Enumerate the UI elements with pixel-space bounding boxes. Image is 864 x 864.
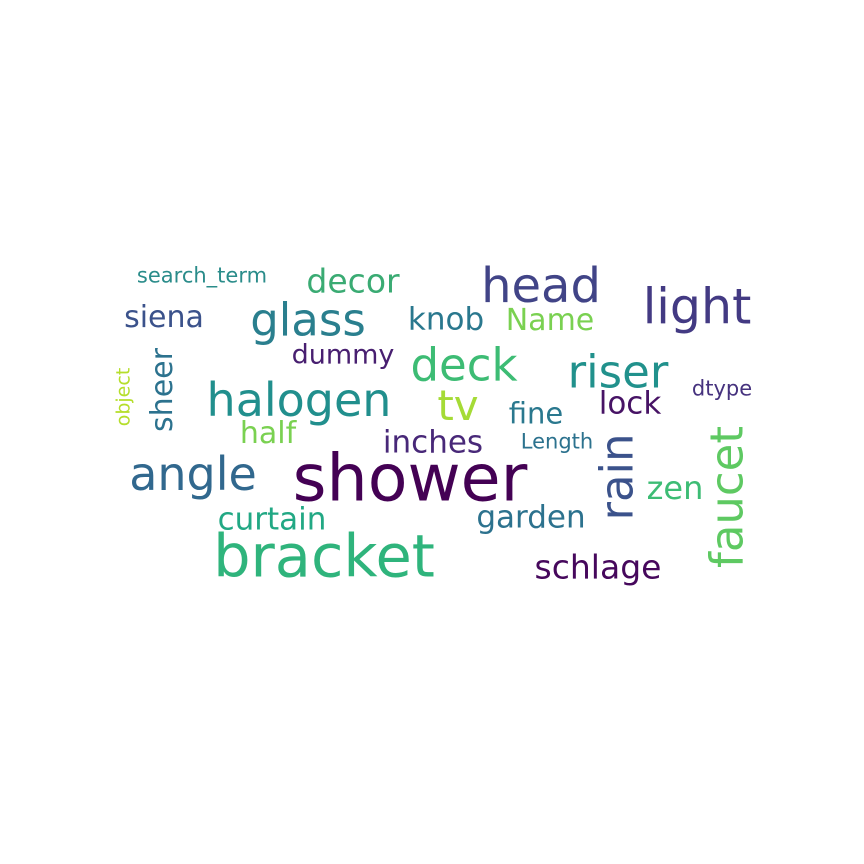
word-angle: angle [129,447,257,501]
word-siena: siena [124,300,204,335]
word-inches: inches [382,424,484,461]
word-fine: fine [508,396,564,431]
word-deck: deck [410,338,518,392]
word-faucet: faucet [700,425,754,569]
word-search-term: search_term [136,263,268,288]
word-light: light [642,278,752,336]
word-dummy: dummy [291,339,395,371]
word-bracket: bracket [213,521,435,591]
word-sheer: sheer [145,348,180,432]
word-half: half [239,416,297,451]
word-schlage: schlage [534,547,662,587]
word-shower: shower [292,441,528,517]
word-halogen: halogen [206,373,392,427]
word-riser: riser [567,345,669,399]
word-tv: tv [437,381,479,430]
word-name: Name [505,303,595,338]
word-lock: lock [598,385,662,422]
word-rain: rain [590,433,644,521]
word-curtain: curtain [217,501,327,538]
word-head: head [481,258,601,314]
word-knob: knob [407,301,485,338]
word-dtype: dtype [691,376,753,401]
word-decor: decor [306,261,400,301]
word-garden: garden [476,499,586,536]
word-zen: zen [646,469,704,507]
word-length: Length [520,429,594,454]
word-glass: glass [250,293,366,347]
word-object: object [112,367,135,427]
